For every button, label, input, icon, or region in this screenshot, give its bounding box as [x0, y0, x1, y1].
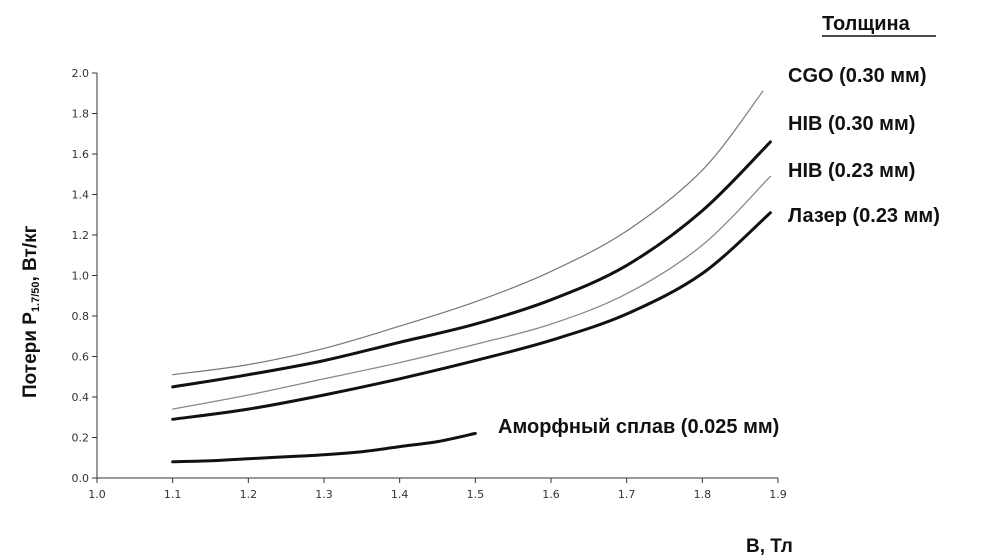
x-tick-label: 1.7 [618, 488, 636, 501]
y-axis-title: Потери P1.7/50, Вт/кг [20, 225, 42, 398]
y-tick-label: 1.4 [72, 189, 90, 202]
y-tick-label: 2.0 [72, 67, 90, 80]
y-tick-label: 1.2 [72, 229, 90, 242]
x-tick-label: 1.6 [542, 488, 560, 501]
x-tick-label: 1.2 [240, 488, 258, 501]
series-label-hib-023: HIB (0.23 мм) [788, 160, 915, 182]
x-tick-label: 1.5 [467, 488, 485, 501]
series-label-cgo-030: CGO (0.30 мм) [788, 65, 927, 87]
x-tick-label: 1.0 [88, 488, 106, 501]
series-labels: CGO (0.30 мм) HIB (0.30 мм) HIB (0.23 мм) Л… [498, 65, 940, 438]
y-tick-label: 0.6 [72, 351, 90, 364]
series-label-hib-030: HIB (0.30 мм) [788, 113, 915, 135]
y-axis-title-main: Потери P [20, 312, 41, 398]
legend-title: Толщина [822, 13, 911, 35]
x-tick-label: 1.8 [694, 488, 712, 501]
series-line-laser-023 [171, 211, 772, 421]
y-tick-label: 1.6 [72, 148, 90, 161]
y-axis-title-unit: , Вт/кг [20, 225, 41, 281]
y-tick-label: 1.8 [72, 108, 90, 121]
x-axis-ticks: 1.0 1.1 1.2 1.3 1.4 1.5 1.6 1.7 1.8 1.9 [88, 478, 787, 501]
y-tick-label: 0.4 [72, 391, 90, 404]
y-tick-label: 0.2 [72, 432, 90, 445]
series-lines [171, 90, 772, 464]
x-tick-label: 1.4 [391, 488, 409, 501]
y-tick-label: 0.8 [72, 310, 90, 323]
x-tick-label: 1.9 [769, 488, 787, 501]
series-line-cgo-030 [172, 90, 764, 376]
series-label-amorphous-0025: Аморфный сплав (0.025 мм) [498, 416, 779, 438]
series-line-amorphous-0025 [171, 431, 477, 464]
y-tick-label: 1.0 [72, 270, 90, 283]
x-tick-label: 1.3 [315, 488, 333, 501]
x-tick-label: 1.1 [164, 488, 182, 501]
series-line-hib-030 [171, 140, 772, 389]
y-axis-ticks: 0.0 0.2 0.4 0.6 0.8 1.0 1.2 1.4 1.6 1.8 2.0 [72, 67, 97, 485]
series-label-laser-023: Лазер (0.23 мм) [788, 205, 940, 227]
x-axis-title: B, Тл [746, 536, 793, 557]
y-axis-title-subscript: 1.7/50 [30, 282, 42, 313]
series-line-hib-023 [172, 175, 772, 410]
y-tick-label: 0.0 [72, 472, 90, 485]
